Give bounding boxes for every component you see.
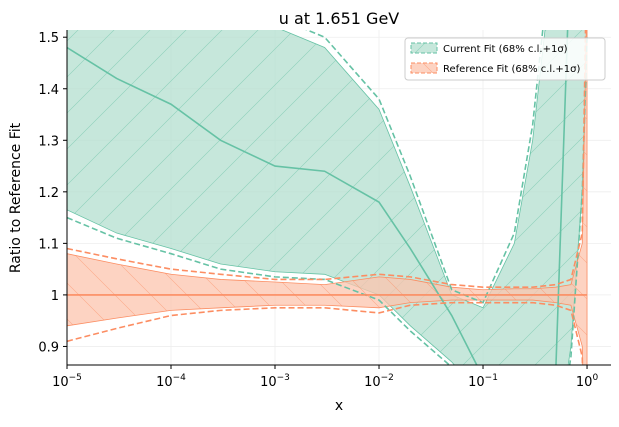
x-tick-label-base: 10 xyxy=(576,375,593,390)
sigma-line xyxy=(67,30,587,288)
x-tick-label-exponent: −1 xyxy=(485,373,498,383)
x-tick-label: 10−2 xyxy=(364,373,394,390)
x-tick-label-exponent: −3 xyxy=(277,373,290,383)
y-tick-label: 1.5 xyxy=(38,31,59,46)
y-tick-label: 1.2 xyxy=(38,186,59,201)
y-tick-label: 1.3 xyxy=(38,134,59,149)
legend-swatch xyxy=(410,62,438,74)
central-line xyxy=(67,30,569,365)
legend-swatch xyxy=(410,42,438,54)
legend-box xyxy=(404,37,606,81)
x-tick-label-exponent: −2 xyxy=(381,373,394,383)
x-tick-label-base: 10 xyxy=(468,375,485,390)
x-tick-label-exponent: −4 xyxy=(173,373,187,383)
x-tick-label-exponent: −5 xyxy=(69,373,82,383)
x-tick-label: 10−3 xyxy=(260,373,290,390)
confidence-band xyxy=(67,30,588,365)
plot-area xyxy=(67,30,588,365)
x-tick-label: 100 xyxy=(576,373,599,390)
x-tick-label-exponent: 0 xyxy=(592,373,598,383)
y-axis-label: Ratio to Reference Fit xyxy=(8,122,24,273)
x-tick-label: 10−5 xyxy=(52,373,82,390)
x-tick-label-base: 10 xyxy=(156,375,173,390)
chart-title: u at 1.651 GeV xyxy=(279,9,400,28)
y-tick-label: 1 xyxy=(51,289,59,304)
y-tick-label: 0.9 xyxy=(38,340,59,355)
axes: 10−5 10−4 10−3 10−2 10−1 1000.911.11.21.31.41… xyxy=(38,30,611,390)
x-tick-label-base: 10 xyxy=(260,375,277,390)
legend-label: Current Fit (68% c.l.+1σ) xyxy=(443,44,568,55)
x-tick-label-base: 10 xyxy=(364,375,381,390)
y-tick-label: 1.1 xyxy=(38,237,59,252)
x-tick-label: 10−4 xyxy=(156,373,186,390)
x-axis-label: x xyxy=(335,398,343,414)
legend-label: Reference Fit (68% c.l.+1σ) xyxy=(443,64,580,75)
sigma-line xyxy=(67,37,588,365)
y-tick-label: 1.4 xyxy=(38,83,59,98)
x-tick-label-base: 10 xyxy=(52,375,69,390)
x-tick-label: 10−1 xyxy=(468,373,498,390)
legend: Current Fit (68% c.l.+1σ) Reference Fit (… xyxy=(404,37,606,81)
